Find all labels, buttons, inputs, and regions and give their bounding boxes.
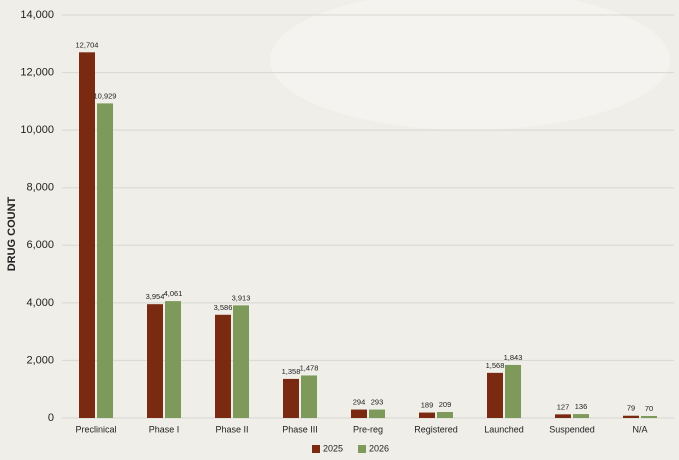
bar	[301, 375, 317, 418]
bar	[233, 305, 249, 418]
value-label: 1,568	[486, 361, 505, 370]
y-tick-label: 8,000	[26, 182, 54, 194]
value-label: 189	[421, 401, 434, 410]
y-tick-label: 12,000	[20, 66, 54, 78]
x-tick-label: Preclinical	[75, 424, 116, 434]
x-tick-label: Pre-reg	[353, 424, 383, 434]
background-shape	[270, 0, 670, 130]
bar	[505, 364, 521, 418]
bar	[623, 415, 639, 418]
y-tick-label: 0	[48, 412, 54, 424]
legend-label: 2026	[369, 443, 389, 453]
x-tick-label: N/A	[632, 424, 647, 434]
y-tick-label: 2,000	[26, 354, 54, 366]
y-tick-label: 4,000	[26, 297, 54, 309]
value-label: 3,954	[146, 292, 165, 301]
x-tick-label: Registered	[414, 424, 458, 434]
bar	[419, 412, 435, 418]
value-label: 70	[645, 404, 653, 413]
legend-label: 2025	[323, 443, 343, 453]
bar	[487, 372, 503, 418]
bar	[573, 414, 589, 418]
value-label: 3,913	[232, 293, 251, 302]
y-tick-label: 14,000	[20, 9, 54, 21]
value-label: 293	[371, 398, 384, 407]
x-tick-label: Launched	[484, 424, 524, 434]
y-tick-label: 10,000	[20, 124, 54, 136]
legend-swatch	[312, 445, 320, 453]
value-label: 3,586	[214, 303, 233, 312]
bar	[641, 415, 657, 418]
x-tick-label: Phase III	[282, 424, 318, 434]
value-label: 1,478	[300, 363, 319, 372]
y-tick-label: 6,000	[26, 239, 54, 251]
value-label: 1,358	[282, 367, 301, 376]
bar	[555, 414, 571, 418]
value-label: 79	[627, 404, 635, 413]
bar	[147, 304, 163, 418]
x-tick-label: Suspended	[549, 424, 595, 434]
bar	[79, 52, 95, 419]
value-label: 209	[439, 400, 452, 409]
x-tick-label: Phase II	[215, 424, 248, 434]
bar	[437, 411, 453, 418]
value-label: 127	[557, 402, 570, 411]
value-label: 10,929	[94, 91, 117, 100]
bar	[165, 301, 181, 418]
bar	[351, 409, 367, 418]
legend-swatch	[358, 445, 366, 453]
x-tick-label: Phase I	[149, 424, 180, 434]
bar	[369, 409, 385, 418]
value-label: 1,843	[504, 353, 523, 362]
value-label: 4,061	[164, 289, 183, 298]
value-label: 294	[353, 398, 366, 407]
y-axis-title: DRUG COUNT	[6, 196, 18, 271]
bar	[97, 103, 113, 418]
value-label: 136	[575, 402, 588, 411]
bar	[215, 314, 231, 418]
bar	[283, 378, 299, 418]
value-label: 12,704	[76, 40, 99, 49]
